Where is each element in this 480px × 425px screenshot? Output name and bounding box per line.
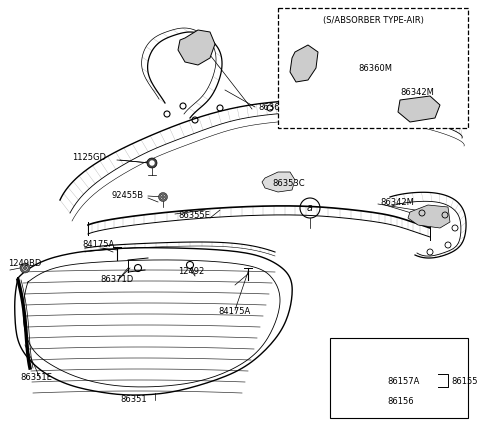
FancyBboxPatch shape (278, 8, 468, 128)
Text: 92455B: 92455B (112, 190, 144, 199)
Text: 86371D: 86371D (100, 275, 133, 284)
Circle shape (160, 194, 166, 200)
Text: 86355E: 86355E (178, 210, 210, 219)
Ellipse shape (168, 79, 176, 85)
Ellipse shape (165, 77, 179, 87)
Polygon shape (408, 205, 450, 228)
Circle shape (158, 193, 168, 201)
Text: 86360M: 86360M (258, 102, 292, 111)
Text: 84175A: 84175A (82, 240, 114, 249)
Circle shape (20, 263, 30, 273)
Text: 86342M: 86342M (380, 198, 414, 207)
Text: 86353C: 86353C (272, 178, 305, 187)
Text: 86351E: 86351E (20, 374, 52, 382)
Text: 86155: 86155 (451, 377, 478, 386)
Polygon shape (178, 30, 215, 65)
Text: 1125GD: 1125GD (72, 153, 106, 162)
Text: 86351: 86351 (120, 396, 146, 405)
Text: a: a (307, 203, 313, 213)
Circle shape (147, 158, 157, 168)
Polygon shape (290, 45, 318, 82)
Circle shape (337, 397, 345, 405)
Text: 86157A: 86157A (387, 377, 420, 386)
Circle shape (149, 160, 155, 166)
Polygon shape (398, 96, 440, 122)
Text: 86342M: 86342M (400, 88, 434, 97)
Circle shape (340, 400, 342, 402)
Text: a: a (341, 344, 347, 354)
Circle shape (161, 196, 165, 198)
Text: 86156: 86156 (387, 397, 414, 405)
Text: 84175A: 84175A (218, 308, 250, 317)
Text: 12492: 12492 (178, 267, 204, 277)
Circle shape (22, 265, 28, 271)
Text: (S/ABSORBER TYPE-AIR): (S/ABSORBER TYPE-AIR) (323, 15, 423, 25)
Text: 86360M: 86360M (358, 63, 392, 73)
Polygon shape (262, 172, 295, 192)
Circle shape (23, 266, 27, 270)
Circle shape (338, 399, 343, 403)
FancyBboxPatch shape (330, 338, 468, 418)
Text: 1249BD: 1249BD (8, 258, 41, 267)
